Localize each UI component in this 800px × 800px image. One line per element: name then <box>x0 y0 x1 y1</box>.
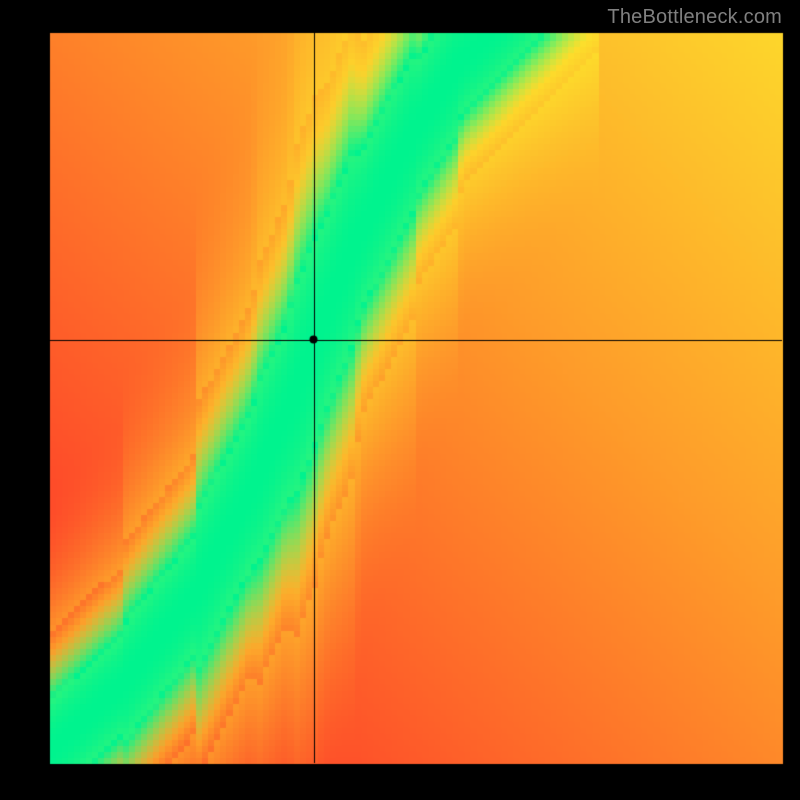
bottleneck-heatmap <box>0 0 800 800</box>
watermark-text: TheBottleneck.com <box>607 6 782 29</box>
chart-container: { "watermark": "TheBottleneck.com", "can… <box>0 0 800 800</box>
